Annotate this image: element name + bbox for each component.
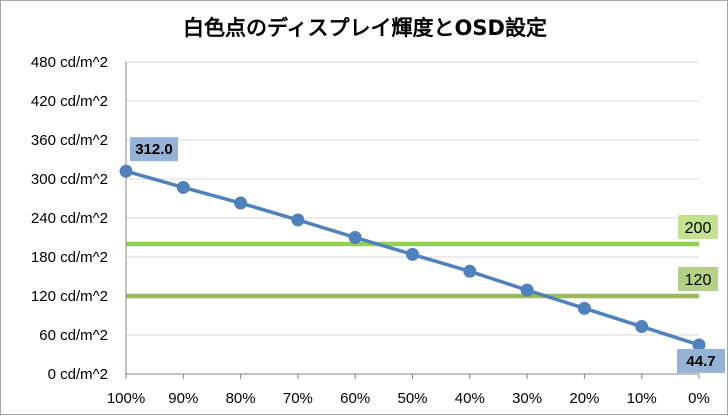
x-tick-label: 70% xyxy=(283,390,313,407)
x-tick-label: 60% xyxy=(340,390,370,407)
chart-title: 白色点のディスプレイ輝度とOSD設定 xyxy=(183,16,547,40)
y-axis-tick-labels: 0 cd/m^2 60 cd/m^2 120 cd/m^2 180 cd/m^2 240… xyxy=(31,54,108,383)
y-tick-label: 60 cd/m^2 xyxy=(39,327,108,344)
data-point xyxy=(406,247,419,261)
data-point xyxy=(348,231,362,244)
x-tick-label: 80% xyxy=(226,390,256,407)
data-point xyxy=(119,164,133,178)
axes xyxy=(125,62,700,379)
y-tick-label: 360 cd/m^2 xyxy=(31,132,108,149)
x-tick-label: 90% xyxy=(168,390,198,407)
x-tick-label: 30% xyxy=(512,390,542,407)
series-brightness xyxy=(119,164,706,352)
reference-label: 120 xyxy=(685,272,712,289)
reference-label-box xyxy=(678,267,718,291)
y-tick-label: 240 cd/m^2 xyxy=(31,210,108,227)
x-axis-tick-labels: 100% 90% 80% 70% 60% 50% 40% 30% 20% 10% 0% xyxy=(107,390,710,407)
x-tick-label: 20% xyxy=(569,390,599,407)
reference-label-box xyxy=(678,215,718,239)
data-point xyxy=(291,213,305,227)
x-tick-label: 100% xyxy=(107,390,145,407)
data-label: 312.0 xyxy=(135,141,173,158)
x-tick-label: 50% xyxy=(397,390,427,407)
data-point xyxy=(692,338,706,352)
reference-lines: 200 120 xyxy=(126,215,718,299)
x-tick-label: 40% xyxy=(455,390,485,407)
data-label-box xyxy=(130,137,178,162)
data-point xyxy=(463,264,477,278)
data-point xyxy=(635,320,649,334)
y-tick-label: 180 cd/m^2 xyxy=(31,249,108,266)
x-tick-label: 10% xyxy=(627,390,657,407)
data-point xyxy=(234,196,248,210)
reference-label: 200 xyxy=(685,220,712,237)
data-point xyxy=(520,283,534,297)
y-tick-label: 420 cd/m^2 xyxy=(31,93,108,110)
data-labels: 312.0 44.7 xyxy=(130,137,725,373)
y-tick-label: 300 cd/m^2 xyxy=(31,171,108,188)
y-tick-label: 120 cd/m^2 xyxy=(31,288,108,305)
data-point xyxy=(176,180,190,194)
data-point xyxy=(577,301,591,315)
x-tick-label: 0% xyxy=(688,390,710,407)
data-label-box xyxy=(677,348,725,373)
y-tick-label: 480 cd/m^2 xyxy=(31,54,108,71)
y-tick-label: 0 cd/m^2 xyxy=(48,366,108,383)
data-label: 44.7 xyxy=(686,353,715,370)
